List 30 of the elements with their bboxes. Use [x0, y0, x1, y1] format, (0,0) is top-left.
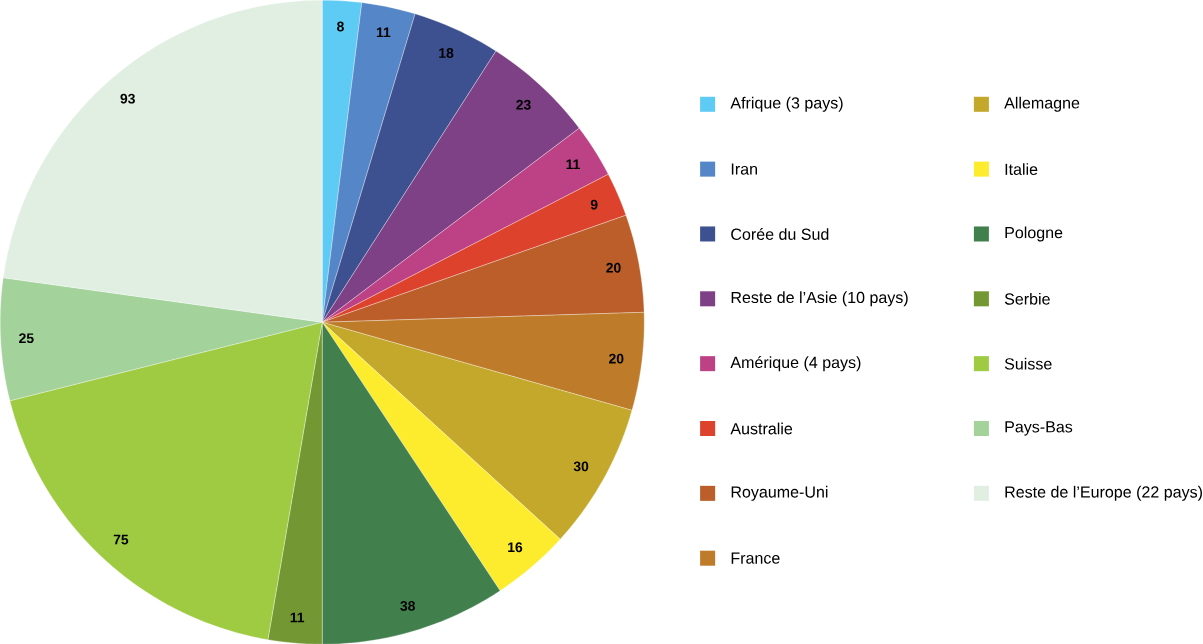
legend-label: Australie	[730, 422, 793, 435]
data-label: 30	[573, 461, 589, 472]
data-label: 9	[590, 199, 598, 210]
legend-label: Pays-Bas	[1005, 421, 1073, 436]
legend-label: Pologne	[1005, 226, 1063, 242]
data-label: 11	[290, 612, 305, 623]
legend-label: Reste de l’Asie (10 pays)	[731, 291, 908, 307]
legend-label: Serbie	[1004, 292, 1050, 305]
legend-label: Amérique (4 pays)	[730, 355, 861, 372]
data-label: 20	[609, 353, 624, 364]
legend-label: Suisse	[1004, 357, 1052, 370]
legend-label: France	[731, 552, 780, 564]
legend-label: Afrique (3 pays)	[730, 96, 843, 112]
data-label: 11	[376, 27, 391, 37]
legend-label: Iran	[731, 163, 757, 175]
data-label: 8	[337, 21, 344, 32]
legend-label: Italie	[1005, 163, 1038, 175]
data-label: 18	[439, 47, 454, 58]
legend-label: Allemagne	[1004, 96, 1080, 112]
data-label: 23	[516, 99, 531, 110]
data-label: 38	[400, 600, 415, 611]
legend-label: Royaume-Uni	[731, 485, 828, 501]
data-label: 20	[606, 262, 621, 273]
data-label: 75	[113, 534, 129, 545]
data-label: 25	[19, 333, 34, 343]
legend-label: Corée du Sud	[731, 227, 829, 240]
data-label: 16	[508, 542, 523, 552]
data-label: 93	[120, 93, 135, 104]
legend-label: Reste de l’Europe (22 pays)	[1005, 485, 1202, 501]
data-label: 11	[566, 159, 580, 169]
